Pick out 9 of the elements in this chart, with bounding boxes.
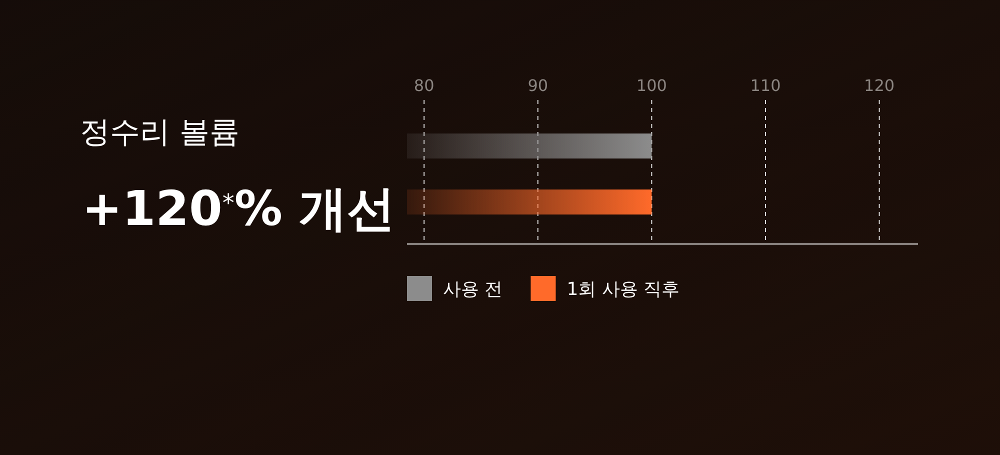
x-tick-label: 100: [636, 76, 667, 95]
x-tick-label: 90: [528, 76, 548, 95]
legend-label: 사용 전: [443, 279, 503, 300]
x-tick-label: 80: [414, 76, 434, 95]
text: 정수리 볼륨: [80, 115, 240, 150]
text: +120$^{*}$% 개선: [82, 181, 396, 237]
legend-label: 1회 사용 직후: [566, 279, 680, 300]
x-tick-label: 120: [864, 76, 895, 95]
x-tick-label: 110: [750, 76, 781, 95]
